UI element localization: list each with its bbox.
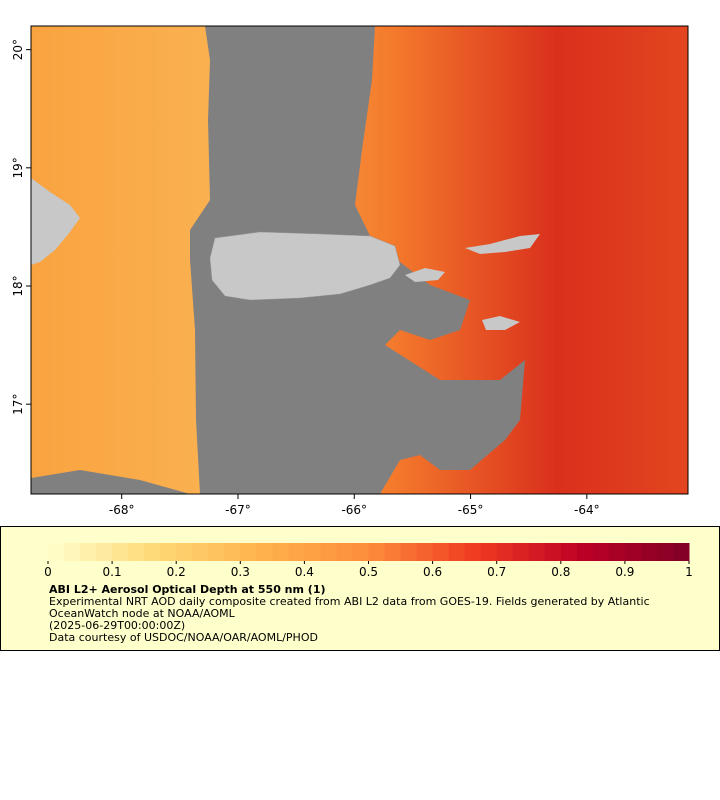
colorbar-swatch [288, 543, 305, 561]
colorbar-tick-label: 0.2 [167, 565, 186, 579]
land-island [482, 316, 520, 330]
x-tick-label: -68° [109, 503, 135, 517]
colorbar-swatch [48, 543, 65, 561]
colorbar-tick-label: 0.6 [423, 565, 442, 579]
colorbar-swatch [464, 543, 482, 561]
colorbar-swatch [320, 543, 337, 561]
colorbar-tick-label: 0.5 [359, 565, 378, 579]
colorbar-swatch [144, 543, 161, 561]
colorbar-swatch [496, 543, 514, 561]
y-tick-label: 20° [11, 39, 25, 60]
colorbar-swatch [448, 543, 466, 561]
x-tick-label: -65° [458, 503, 484, 517]
legend-line: OceanWatch node at NOAA/AOML [49, 607, 235, 620]
legend-box: 0 0.1 0.2 0.3 0.4 0.5 0.6 0.7 0.8 0.9 1 ABI L2+ Ae… [0, 526, 720, 651]
y-tick-label: 18° [11, 275, 25, 296]
colorbar-swatch [128, 543, 145, 561]
legend-line: Data courtesy of USDOC/NOAA/OAR/AOML/PHO… [49, 631, 318, 644]
colorbar-swatch [112, 543, 129, 561]
colorbar: 0 0.1 0.2 0.3 0.4 0.5 0.6 0.7 0.8 0.9 1 [44, 543, 693, 579]
colorbar-swatch [192, 543, 209, 561]
legend-line: (2025-06-29T00:00:00Z) [49, 619, 186, 632]
colorbar-swatch [160, 543, 177, 561]
colorbar-swatch [176, 543, 193, 561]
colorbar-swatch [272, 543, 289, 561]
colorbar-swatch [80, 543, 97, 561]
colorbar-tick-label: 0.9 [615, 565, 634, 579]
colorbar-swatch [544, 543, 562, 561]
land-puerto-rico [209, 231, 401, 301]
y-tick-label: 19° [11, 157, 25, 178]
colorbar-swatch [416, 543, 434, 561]
colorbar-swatch [624, 543, 642, 561]
colorbar-tick-label: 0.1 [103, 565, 122, 579]
colorbar-swatch [672, 543, 690, 561]
x-tick-label: -66° [341, 503, 367, 517]
colorbar-tick-label: 1 [685, 565, 693, 579]
colorbar-swatch [336, 543, 353, 561]
colorbar-swatch [400, 543, 418, 561]
colorbar-tick-label: 0 [44, 565, 52, 579]
map-panel: -68° -67° -66° -65° -64° 17° 18° 19° 20° [11, 25, 689, 517]
land-island [465, 234, 540, 254]
colorbar-swatch [304, 543, 321, 561]
colorbar-swatch [352, 543, 369, 561]
colorbar-tick-label: 0.7 [487, 565, 506, 579]
colorbar-tick-label: 0.4 [295, 565, 314, 579]
colorbar-swatch [608, 543, 626, 561]
map-frame [30, 25, 689, 495]
colorbar-swatch [432, 543, 450, 561]
colorbar-swatch [64, 543, 81, 561]
colorbar-swatch [256, 543, 273, 561]
colorbar-swatch [240, 543, 257, 561]
colorbar-swatch [640, 543, 658, 561]
x-tick-label: -64° [574, 503, 600, 517]
land-island [405, 268, 445, 282]
legend-title: ABI L2+ Aerosol Optical Depth at 550 nm … [49, 583, 326, 596]
colorbar-swatch [560, 543, 578, 561]
colorbar-swatch [656, 543, 674, 561]
colorbar-swatch [208, 543, 225, 561]
colorbar-swatch [512, 543, 530, 561]
colorbar-swatch [368, 543, 386, 561]
colorbar-tick-label: 0.3 [231, 565, 250, 579]
colorbar-swatch [384, 543, 402, 561]
colorbar-swatch [576, 543, 594, 561]
x-tick-label: -67° [225, 503, 251, 517]
land-hispaniola [31, 178, 80, 265]
colorbar-swatch [528, 543, 546, 561]
y-tick-label: 17° [11, 394, 25, 415]
colorbar-tick-label: 0.8 [551, 565, 570, 579]
colorbar-swatch [592, 543, 610, 561]
legend-line: Experimental NRT AOD daily composite cre… [49, 595, 650, 608]
no-data-region [31, 470, 190, 494]
colorbar-swatch [96, 543, 113, 561]
colorbar-swatch [480, 543, 498, 561]
colorbar-swatch [224, 543, 241, 561]
